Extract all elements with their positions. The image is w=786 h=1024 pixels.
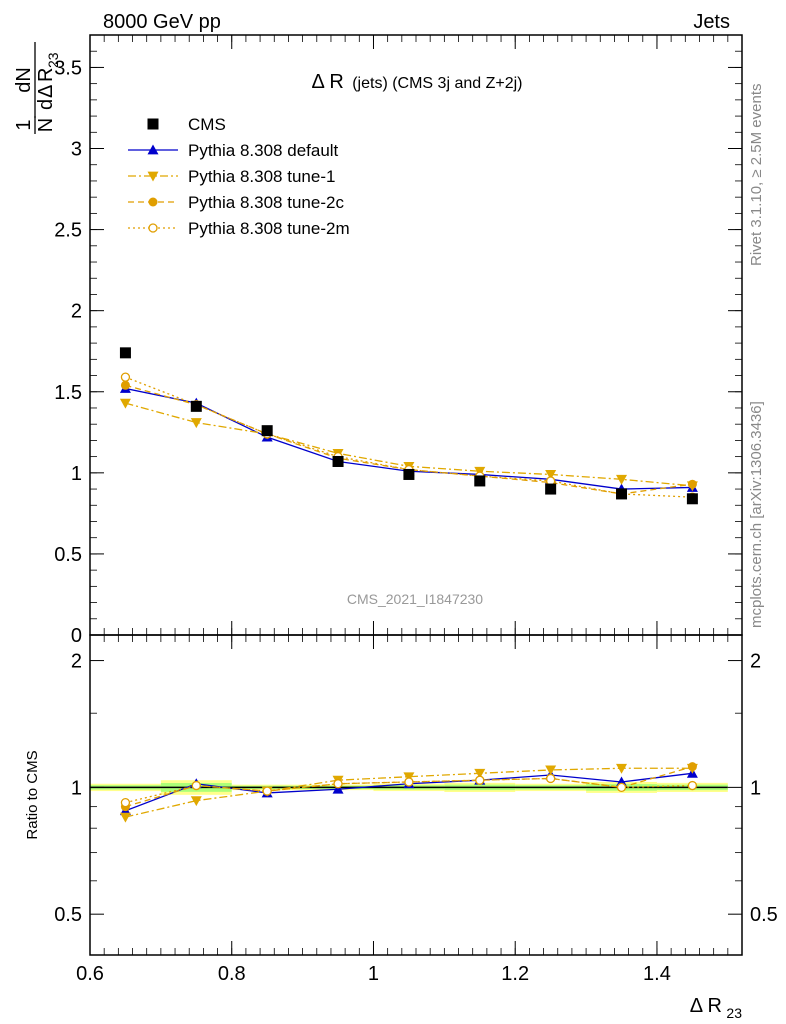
legend-label-3: Pythia 8.308 tune-2c bbox=[188, 193, 344, 212]
plot-title: Δ R (jets) (CMS 3j and Z+2j) bbox=[312, 71, 523, 93]
legend-marker-2 bbox=[147, 171, 159, 182]
ratio-y-tick-label-right: 1 bbox=[750, 777, 761, 799]
ylabel-delta: Δ bbox=[35, 85, 57, 98]
main-data-point bbox=[616, 474, 628, 485]
legend-marker-4 bbox=[148, 223, 158, 233]
main-data-point bbox=[616, 488, 628, 500]
ratio-data-point bbox=[475, 775, 485, 785]
x-tick-label: 0.8 bbox=[218, 963, 246, 985]
x-tick-label: 1 bbox=[368, 963, 379, 985]
main-data-point bbox=[119, 347, 131, 359]
ratio-y-tick-label: 1 bbox=[71, 777, 82, 799]
main-series-group bbox=[119, 347, 698, 505]
ratio-data-point bbox=[120, 797, 131, 808]
ylabel-dN: dN bbox=[13, 67, 35, 93]
main-y-tick-label: 2 bbox=[71, 301, 82, 323]
main-data-point bbox=[474, 475, 486, 487]
ratio-data-point bbox=[403, 772, 415, 783]
ratio-data-point bbox=[616, 782, 627, 793]
ratio-data-point bbox=[190, 796, 202, 807]
ratio-series-group bbox=[119, 762, 698, 823]
mcplots-label: mcplots.cern.ch [arXiv:1306.3436] bbox=[748, 401, 765, 628]
x-tick-label: 0.6 bbox=[76, 963, 104, 985]
ratio-data-point bbox=[119, 812, 131, 823]
ratio-data-point bbox=[262, 786, 272, 796]
main-data-point bbox=[545, 483, 557, 495]
main-y-tick-label: 3 bbox=[71, 139, 82, 161]
main-data-point bbox=[332, 455, 344, 467]
legend-marker-0 bbox=[147, 118, 159, 130]
main-data-point bbox=[403, 468, 415, 480]
ratio-data-point bbox=[687, 762, 697, 772]
ratio-y-axis-label: Ratio to CMS bbox=[24, 750, 41, 839]
ratio-data-point bbox=[332, 783, 344, 794]
main-data-point bbox=[119, 398, 131, 409]
collision-label: 8000 GeV pp bbox=[103, 11, 221, 33]
legend-label-0: CMS bbox=[188, 115, 226, 134]
main-data-point bbox=[190, 418, 202, 429]
rivet-version-label: Rivet 3.1.10, ≥ 2.5M events bbox=[748, 84, 765, 267]
main-data-point bbox=[686, 493, 698, 505]
ratio-data-point bbox=[191, 780, 201, 791]
ratio-data-point bbox=[474, 768, 486, 779]
ratio-plot-panel: 0.6 0.8 1 1.2 1.4 0.5 0.5 1 1 2 2 Ratio to CMS Δ R… bbox=[24, 634, 778, 1021]
ylabel-N: N bbox=[35, 118, 57, 132]
ylabel-R: R bbox=[35, 68, 57, 82]
ylabel-d: d bbox=[35, 99, 57, 110]
ratio-y-tick-label-right: 0.5 bbox=[750, 904, 778, 926]
main-axis-ticks: 0 0.5 1 1.5 2 2.5 3 3.5 bbox=[54, 35, 742, 647]
main-y-tick-label: 1 bbox=[71, 463, 82, 485]
main-data-point bbox=[545, 470, 557, 480]
ratio-data-point bbox=[616, 763, 628, 774]
legend: CMS Pythia 8.308 default Pythia 8.308 tune… bbox=[128, 115, 350, 238]
analysis-id-label: CMS_2021_I1847230 bbox=[347, 591, 483, 607]
ratio-series-line-1 bbox=[125, 767, 693, 818]
ratio-y-tick-label: 0.5 bbox=[54, 904, 82, 926]
ylabel-subscript: 23 bbox=[45, 52, 61, 68]
ratio-y-tick-label: 2 bbox=[71, 651, 82, 673]
ratio-data-point bbox=[404, 777, 414, 787]
legend-label-1: Pythia 8.308 default bbox=[188, 141, 339, 160]
main-y-tick-label: 2.5 bbox=[54, 220, 82, 242]
legend-marker-1 bbox=[147, 144, 159, 155]
legend-marker-3 bbox=[148, 197, 158, 207]
legend-label-4: Pythia 8.308 tune-2m bbox=[188, 219, 350, 238]
ylabel-one: 1 bbox=[13, 119, 35, 130]
main-y-tick-label: 1.5 bbox=[54, 382, 82, 404]
ratio-data-point bbox=[545, 765, 557, 776]
main-series-line-4 bbox=[125, 376, 693, 498]
ratio-axis-ticks: 0.6 0.8 1 1.2 1.4 0.5 0.5 1 1 2 2 bbox=[54, 635, 778, 985]
ratio-plot-frame bbox=[89, 634, 743, 956]
x-tick-label: 1.4 bbox=[643, 963, 671, 985]
main-data-point bbox=[120, 372, 131, 382]
legend-label-2: Pythia 8.308 tune-1 bbox=[188, 167, 335, 186]
main-y-tick-label: 3.5 bbox=[54, 57, 82, 79]
main-plot-panel: 0 0.5 1 1.5 2 2.5 3 3.5 Δ R (jets) (CMS 3j and … bbox=[13, 34, 743, 647]
main-y-axis-label: 1 N dN d Δ R 23 bbox=[13, 42, 61, 134]
ratio-data-point bbox=[546, 773, 556, 784]
main-data-point bbox=[190, 400, 202, 412]
main-data-point bbox=[261, 425, 273, 437]
x-tick-label: 1.2 bbox=[501, 963, 529, 985]
x-axis-label: Δ R 23 bbox=[690, 995, 743, 1021]
main-y-tick-label: 0.5 bbox=[54, 544, 82, 566]
ratio-data-point bbox=[333, 779, 343, 789]
category-label: Jets bbox=[693, 11, 730, 33]
main-data-point bbox=[687, 479, 697, 489]
ratio-data-point bbox=[687, 780, 698, 791]
ratio-y-tick-label-right: 2 bbox=[750, 651, 761, 673]
main-data-point bbox=[120, 380, 130, 390]
main-y-tick-label: 0 bbox=[71, 625, 82, 647]
